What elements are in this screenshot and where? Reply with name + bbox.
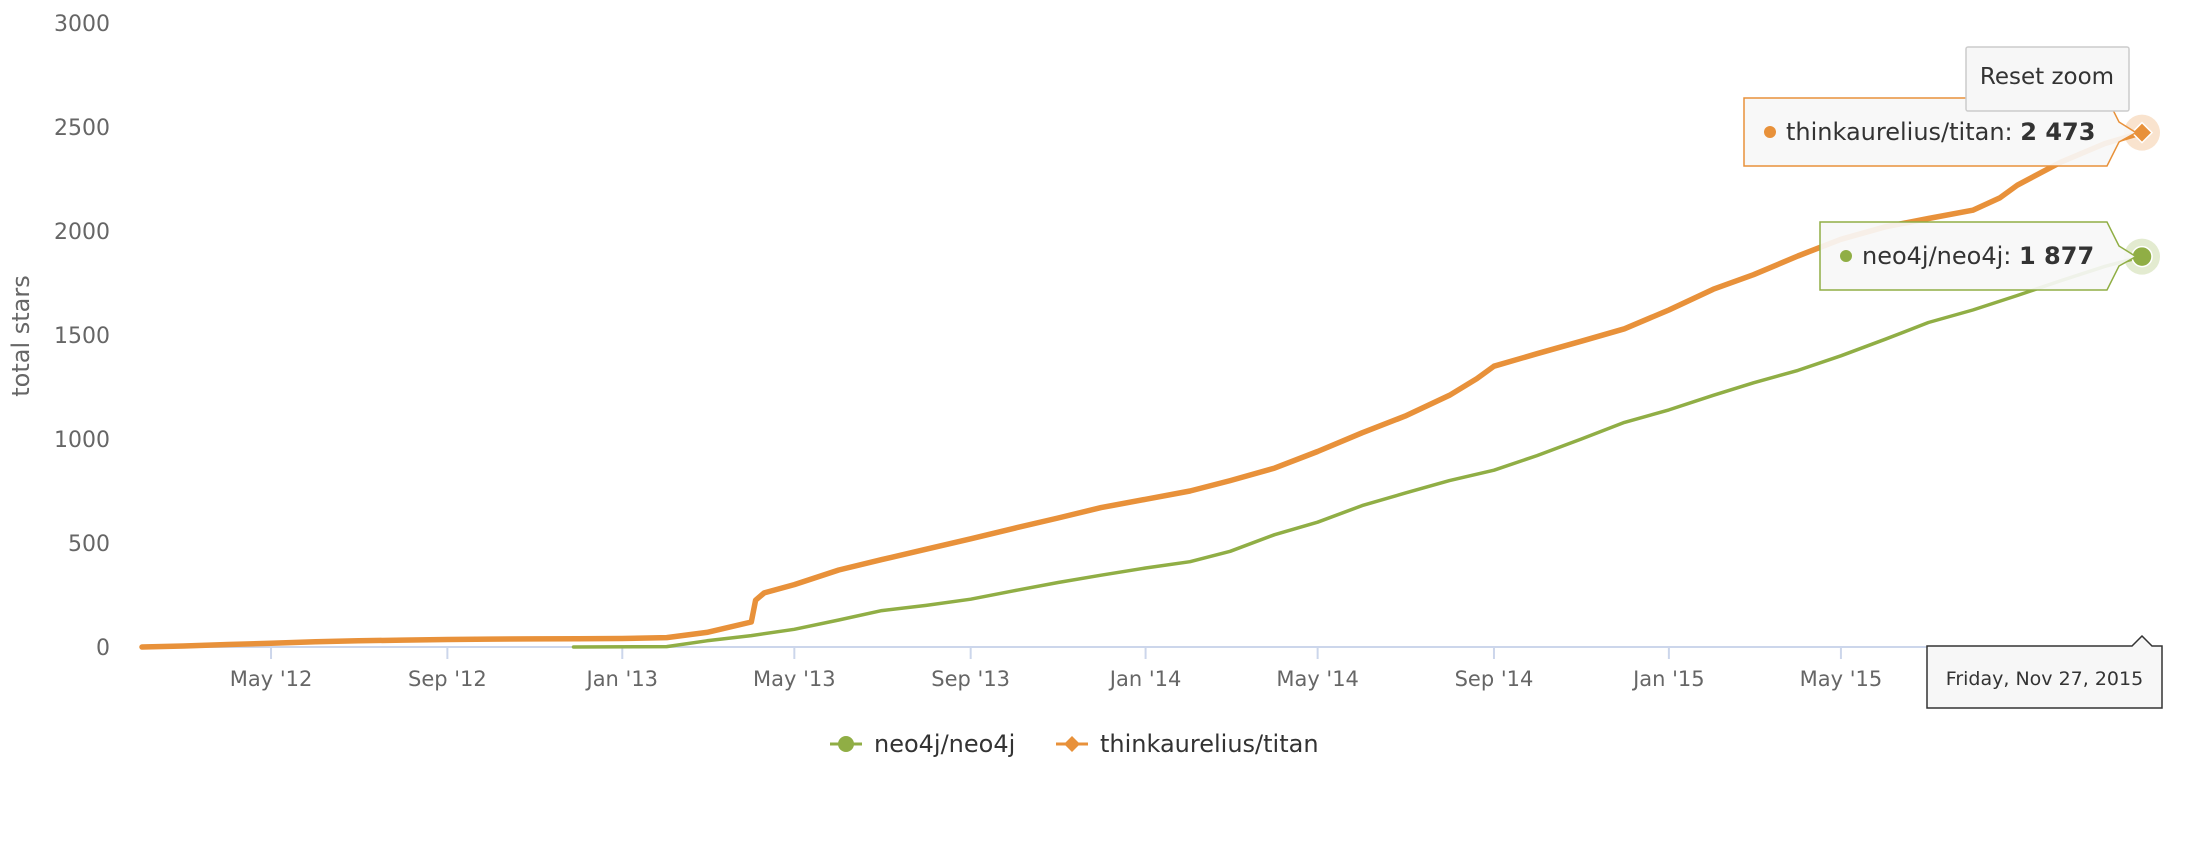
tooltip-value: 1 877 — [2019, 242, 2094, 270]
tooltip-series-name: neo4j/neo4j: — [1862, 242, 2019, 270]
legend-circle-marker — [838, 736, 854, 752]
tooltip-series-dot — [1840, 250, 1852, 262]
tooltip-value: 2 473 — [2020, 118, 2095, 146]
y-tick-label: 3000 — [54, 12, 110, 37]
y-tick-label: 0 — [96, 636, 110, 661]
tooltip-date-label: Friday, Nov 27, 2015 — [1946, 668, 2143, 690]
y-tick-label: 1000 — [54, 428, 110, 453]
x-tick-label: Jan '15 — [1631, 667, 1705, 691]
x-tick-label: Jan '14 — [1108, 667, 1182, 691]
x-tick-label: May '12 — [230, 667, 313, 691]
legend-label: neo4j/neo4j — [874, 730, 1015, 758]
y-tick-label: 1500 — [54, 324, 110, 349]
legend-item-neo4j-neo4j[interactable]: neo4j/neo4j — [830, 730, 1015, 758]
tooltip-series-name: thinkaurelius/titan: — [1786, 118, 2020, 146]
hover-point[interactable] — [2130, 121, 2154, 144]
reset-zoom-button[interactable]: Reset zoom — [1965, 46, 2130, 112]
x-axis: May '12 Sep '12 Jan '13 May '13 Sep '13 Jan '… — [142, 646, 2142, 691]
x-tick-label: Sep '13 — [931, 667, 1010, 691]
reset-zoom-label: Reset zoom — [1980, 64, 2114, 90]
tooltip-date-box — [1926, 634, 2163, 709]
tooltip-box — [1819, 221, 2138, 291]
tooltip-label: thinkaurelius/titan: 2 473 — [1786, 118, 2095, 146]
x-tick-label: May '13 — [753, 667, 836, 691]
x-tick-label: Sep '12 — [408, 667, 487, 691]
tooltip-neo4j-neo4j: neo4j/neo4j: 1 877 — [1819, 221, 2138, 291]
y-tick-label: 2000 — [54, 220, 110, 245]
y-tick-label: 2500 — [54, 116, 110, 141]
y-axis: 0 500 1000 1500 2000 2500 3000 — [54, 12, 110, 661]
y-axis-title: total stars — [7, 275, 35, 397]
tooltip-label: neo4j/neo4j: 1 877 — [1862, 242, 2094, 270]
series-line-neo4j-neo4j[interactable] — [571, 254, 2144, 649]
x-tick-label: Jan '13 — [585, 667, 659, 691]
y-grid — [142, 22, 2142, 544]
tooltip-series-dot — [1764, 126, 1776, 138]
x-tick-label: Sep '14 — [1455, 667, 1534, 691]
legend-item-thinkaurelius-titan[interactable]: thinkaurelius/titan — [1056, 730, 1319, 758]
x-tick-label: May '14 — [1276, 667, 1359, 691]
tooltips: thinkaurelius/titan: 2 473 neo4j/neo4j: 1… — [1743, 97, 2163, 709]
hover-markers — [2124, 114, 2160, 275]
tooltip-date: Friday, Nov 27, 2015 — [1926, 634, 2163, 709]
legend-label: thinkaurelius/titan — [1100, 730, 1319, 758]
x-tick-label: May '15 — [1800, 667, 1883, 691]
legend-diamond-marker — [1064, 736, 1080, 752]
y-tick-label: 500 — [68, 532, 110, 557]
series-lines — [139, 129, 2145, 650]
legend[interactable]: neo4j/neo4j thinkaurelius/titan — [830, 730, 1319, 758]
